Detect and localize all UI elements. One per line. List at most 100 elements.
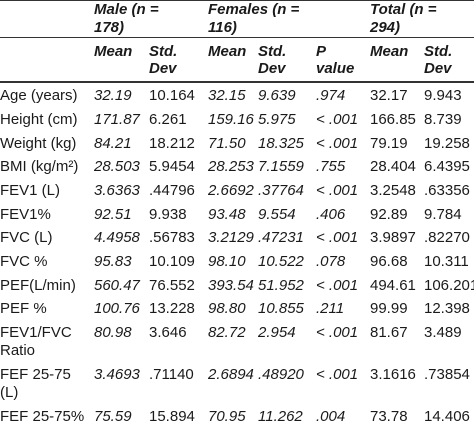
total-sd-cell: 19.258 bbox=[424, 135, 470, 152]
p-value-cell: .406 bbox=[316, 206, 346, 223]
male-mean-cell: 32.19 bbox=[94, 87, 132, 104]
row-label: Ratio bbox=[0, 342, 36, 359]
female-mean-cell: 393.54 bbox=[208, 277, 254, 294]
male-group-header-line2: 178) bbox=[94, 19, 125, 36]
total-sd-cell: 10.311 bbox=[424, 253, 469, 270]
male-mean-cell: 92.51 bbox=[94, 206, 132, 223]
male-mean-cell: 3.4693 bbox=[94, 366, 140, 383]
total-sd-cell: 106.201 bbox=[424, 277, 474, 294]
female-mean-cell: 98.80 bbox=[208, 300, 246, 317]
male-mean-cell: 84.21 bbox=[94, 135, 132, 152]
total-sd-header-line1: Std. bbox=[424, 43, 453, 60]
male-sd-cell: 3.646 bbox=[149, 324, 187, 341]
row-label: (L) bbox=[0, 384, 19, 401]
female-mean-cell: 159.16 bbox=[208, 111, 254, 128]
total-sd-cell: 6.4395 bbox=[424, 158, 470, 175]
female-sd-cell: 11.262 bbox=[258, 408, 303, 425]
male-mean-header: Mean bbox=[94, 43, 133, 60]
p-value-header-line1: P bbox=[316, 43, 327, 60]
male-mean-cell: 4.4958 bbox=[94, 229, 140, 246]
male-sd-cell: 10.109 bbox=[149, 253, 195, 270]
male-mean-cell: 75.59 bbox=[94, 408, 132, 425]
total-mean-cell: 96.68 bbox=[370, 253, 408, 270]
row-label: FEV1% bbox=[0, 206, 51, 223]
total-mean-cell: 3.2548 bbox=[370, 182, 416, 199]
female-sd-cell: 9.639 bbox=[258, 87, 296, 104]
male-sd-cell: 6.261 bbox=[149, 111, 187, 128]
female-sd-cell: 10.522 bbox=[258, 253, 304, 270]
top-rule bbox=[0, 0, 474, 1]
total-group-header-line2: 294) bbox=[370, 19, 401, 36]
female-mean-cell: 70.95 bbox=[208, 408, 246, 425]
row-label: FVC (L) bbox=[0, 229, 53, 246]
row-label: PEF % bbox=[0, 300, 47, 317]
row-label: Age (years) bbox=[0, 87, 78, 104]
total-sd-header-line2: Dev bbox=[424, 60, 452, 77]
female-mean-cell: 28.253 bbox=[208, 158, 254, 175]
p-value-cell: .078 bbox=[316, 253, 346, 270]
male-mean-cell: 560.47 bbox=[94, 277, 140, 294]
row-label: FEV1/FVC bbox=[0, 324, 72, 341]
total-mean-header: Mean bbox=[370, 43, 409, 60]
total-sd-cell: .63356 bbox=[424, 182, 470, 199]
male-sd-cell: 10.164 bbox=[149, 87, 195, 104]
p-value-cell: .211 bbox=[316, 300, 345, 317]
p-value-cell: < .001 bbox=[316, 111, 359, 128]
row-label: FEF 25-75% bbox=[0, 408, 85, 425]
row-label: BMI (kg/m²) bbox=[0, 158, 79, 175]
female-mean-cell: 2.6894 bbox=[208, 366, 254, 383]
total-mean-cell: 92.89 bbox=[370, 206, 408, 223]
row-label: PEF(L/min) bbox=[0, 277, 76, 294]
male-mean-cell: 3.6363 bbox=[94, 182, 140, 199]
p-value-header-line2: value bbox=[316, 60, 355, 77]
male-sd-cell: 5.9454 bbox=[149, 158, 195, 175]
male-sd-cell: 15.894 bbox=[149, 408, 195, 425]
p-value-cell: < .001 bbox=[316, 277, 359, 294]
p-value-cell: .974 bbox=[316, 87, 346, 104]
p-value-cell: .755 bbox=[316, 158, 346, 175]
female-mean-cell: 32.15 bbox=[208, 87, 246, 104]
male-sd-header-line2: Dev bbox=[149, 60, 177, 77]
total-sd-cell: 3.489 bbox=[424, 324, 462, 341]
total-mean-cell: 494.61 bbox=[370, 277, 416, 294]
p-value-cell: < .001 bbox=[316, 182, 359, 199]
female-sd-header-line1: Std. bbox=[258, 43, 287, 60]
total-mean-cell: 79.19 bbox=[370, 135, 408, 152]
female-sd-cell: .47231 bbox=[258, 229, 304, 246]
total-mean-cell: 73.78 bbox=[370, 408, 408, 425]
total-sd-cell: 12.398 bbox=[424, 300, 470, 317]
total-mean-cell: 32.17 bbox=[370, 87, 408, 104]
row-label: Height (cm) bbox=[0, 111, 78, 128]
total-sd-cell: .82270 bbox=[424, 229, 470, 246]
male-sd-header-line1: Std. bbox=[149, 43, 178, 60]
p-value-cell: < .001 bbox=[316, 135, 359, 152]
row-label: FEV1 (L) bbox=[0, 182, 61, 199]
male-sd-cell: .56783 bbox=[149, 229, 195, 246]
total-sd-cell: .73854 bbox=[424, 366, 470, 383]
male-sd-cell: 9.938 bbox=[149, 206, 187, 223]
total-mean-cell: 28.404 bbox=[370, 158, 416, 175]
female-mean-header: Mean bbox=[208, 43, 247, 60]
female-mean-cell: 82.72 bbox=[208, 324, 246, 341]
female-mean-cell: 2.6692 bbox=[208, 182, 254, 199]
male-mean-cell: 171.87 bbox=[94, 111, 140, 128]
female-sd-cell: .48920 bbox=[258, 366, 304, 383]
male-mean-cell: 95.83 bbox=[94, 253, 132, 270]
male-sd-cell: 13.228 bbox=[149, 300, 195, 317]
female-mean-cell: 98.10 bbox=[208, 253, 246, 270]
female-mean-cell: 71.50 bbox=[208, 135, 246, 152]
female-sd-header-line2: Dev bbox=[258, 60, 286, 77]
female-sd-cell: 2.954 bbox=[258, 324, 296, 341]
female-group-header-line1: Females (n = bbox=[208, 1, 300, 18]
female-mean-cell: 3.2129 bbox=[208, 229, 254, 246]
row-label: FEF 25-75 bbox=[0, 366, 71, 383]
total-mean-cell: 166.85 bbox=[370, 111, 416, 128]
male-sd-cell: 76.552 bbox=[149, 277, 195, 294]
male-group-header-line1: Male (n = bbox=[94, 1, 159, 18]
total-mean-cell: 99.99 bbox=[370, 300, 408, 317]
female-sd-cell: 18.325 bbox=[258, 135, 304, 152]
p-value-cell: < .001 bbox=[316, 229, 359, 246]
female-sd-cell: 51.952 bbox=[258, 277, 304, 294]
row-label: Weight (kg) bbox=[0, 135, 77, 152]
total-sd-cell: 9.943 bbox=[424, 87, 462, 104]
